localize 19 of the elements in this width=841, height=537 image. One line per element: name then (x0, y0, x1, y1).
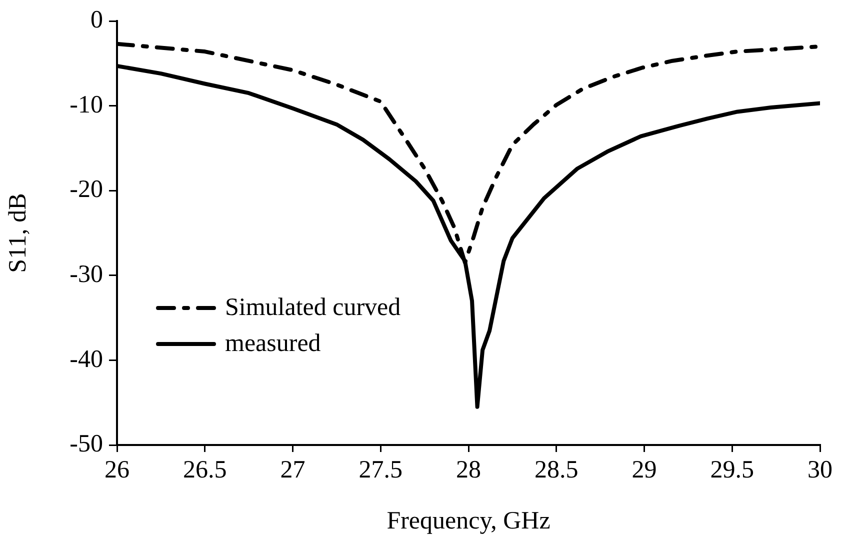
x-axis-title: Frequency, GHz (386, 508, 550, 535)
x-tick-label: 27.5 (358, 456, 402, 484)
x-tick-label: 26 (104, 456, 130, 484)
y-tick-label: -30 (70, 260, 103, 288)
legend-label: measured (225, 330, 321, 358)
x-tick-label: 26.5 (183, 456, 227, 484)
x-tick-label: 28.5 (534, 456, 578, 484)
legend-label: Simulated curved (225, 294, 401, 322)
x-tick-label: 28 (456, 456, 481, 484)
x-tick-label: 29 (632, 456, 657, 484)
y-axis-title: S11, dB (4, 193, 32, 273)
y-tick-label: -10 (70, 91, 103, 118)
y-tick-label: -50 (70, 430, 103, 458)
x-tick-label: 29.5 (710, 456, 754, 484)
y-tick-label: -20 (70, 176, 103, 204)
x-tick-label: 30 (808, 456, 832, 484)
y-tick-label: -40 (70, 346, 103, 373)
y-tick-label: 0 (90, 6, 103, 34)
x-tick-label: 27 (280, 456, 306, 484)
